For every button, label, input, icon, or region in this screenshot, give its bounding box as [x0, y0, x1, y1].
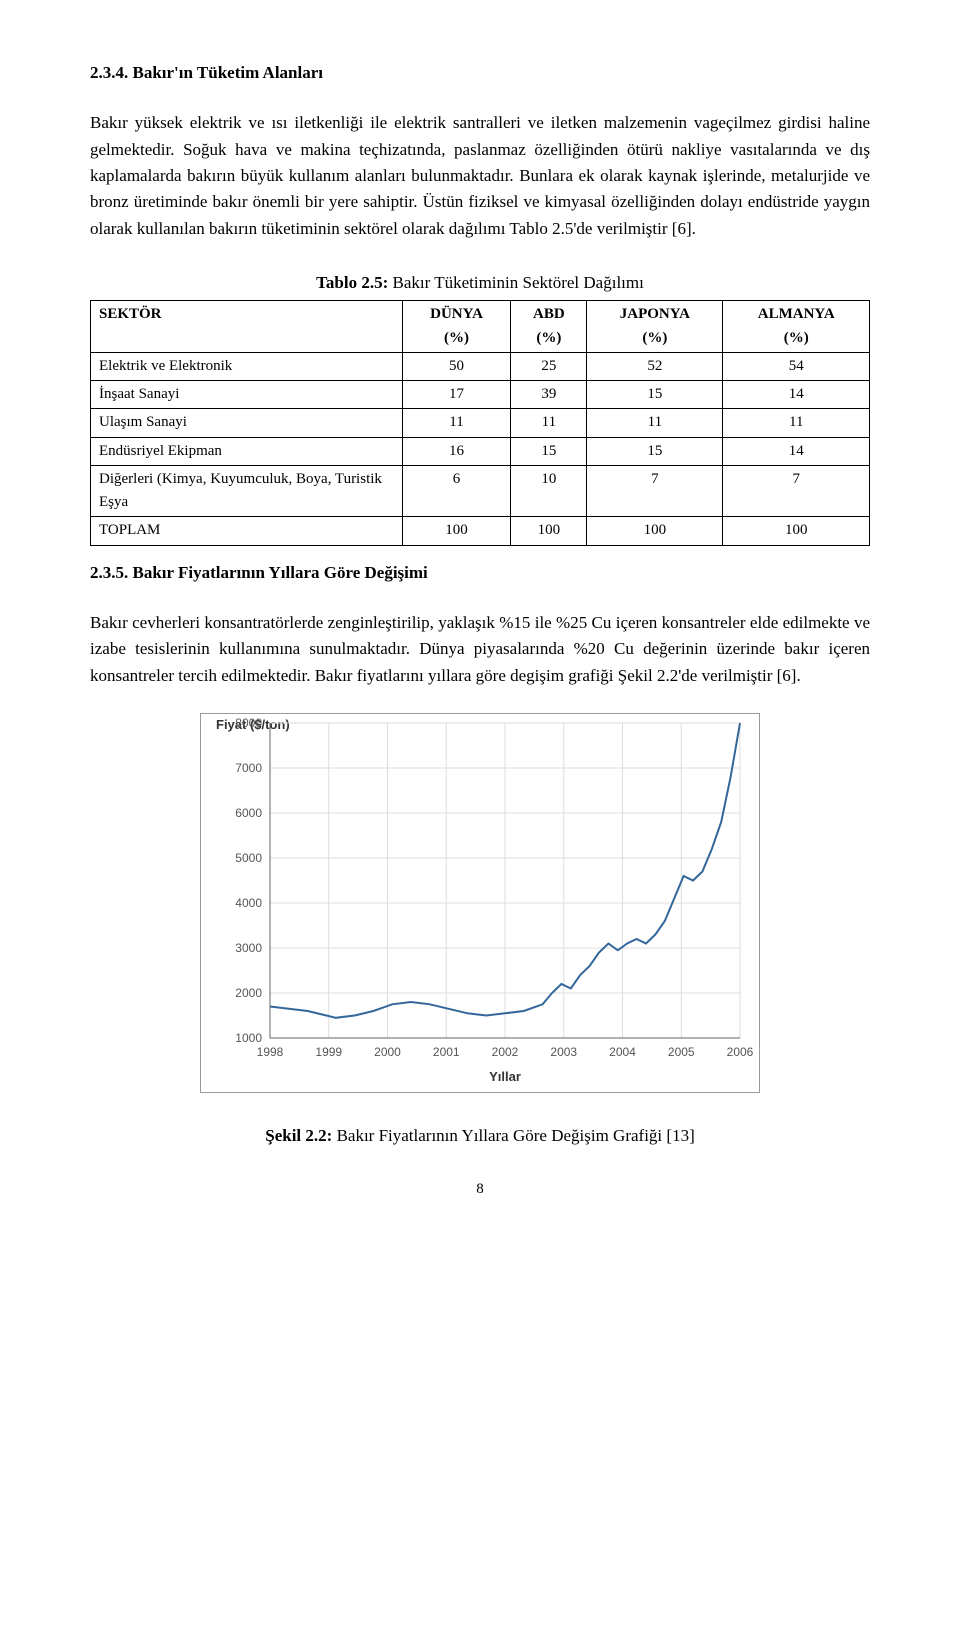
- value-cell: 11: [402, 409, 511, 437]
- svg-text:2002: 2002: [492, 1045, 519, 1059]
- table-25-caption: Tablo 2.5: Bakır Tüketiminin Sektörel Da…: [90, 270, 870, 296]
- value-cell: 6: [402, 465, 511, 517]
- value-cell: 15: [587, 437, 723, 465]
- svg-text:2005: 2005: [668, 1045, 695, 1059]
- value-cell: 25: [511, 352, 587, 380]
- sector-cell: Diğerleri (Kimya, Kuyumculuk, Boya, Turi…: [91, 465, 403, 517]
- svg-text:7000: 7000: [235, 761, 262, 775]
- figure-22-caption-text: Bakır Fiyatlarının Yıllara Göre Değişim …: [332, 1126, 694, 1145]
- svg-text:2001: 2001: [433, 1045, 460, 1059]
- col-japan: JAPONYA (%): [587, 301, 723, 353]
- svg-text:1000: 1000: [235, 1031, 262, 1045]
- col-sector: SEKTÖR: [91, 301, 403, 353]
- sector-cell: İnşaat Sanayi: [91, 381, 403, 409]
- value-cell: 11: [587, 409, 723, 437]
- page-number: 8: [90, 1178, 870, 1201]
- svg-text:2000: 2000: [235, 986, 262, 1000]
- svg-text:5000: 5000: [235, 851, 262, 865]
- section-235-paragraph: Bakır cevherleri konsantratörlerde zengi…: [90, 610, 870, 689]
- value-cell: 14: [723, 437, 870, 465]
- price-chart: Fiyat ($/ton)100020003000400050006000700…: [200, 713, 760, 1093]
- col-world: DÜNYA (%): [402, 301, 511, 353]
- svg-text:6000: 6000: [235, 806, 262, 820]
- value-cell: 100: [587, 517, 723, 545]
- table-row: İnşaat Sanayi17391514: [91, 381, 870, 409]
- figure-22-caption-label: Şekil 2.2:: [265, 1126, 332, 1145]
- figure-22-caption: Şekil 2.2: Bakır Fiyatlarının Yıllara Gö…: [90, 1123, 870, 1149]
- svg-text:Yıllar: Yıllar: [489, 1069, 521, 1084]
- svg-text:2000: 2000: [374, 1045, 401, 1059]
- value-cell: 11: [723, 409, 870, 437]
- value-cell: 15: [587, 381, 723, 409]
- svg-text:1999: 1999: [315, 1045, 342, 1059]
- sector-cell: Elektrik ve Elektronik: [91, 352, 403, 380]
- value-cell: 14: [723, 381, 870, 409]
- table-row: TOPLAM100100100100: [91, 517, 870, 545]
- value-cell: 100: [511, 517, 587, 545]
- table-header-row: SEKTÖR DÜNYA (%) ABD (%) JAPONYA (%) ALM…: [91, 301, 870, 353]
- sector-cell: TOPLAM: [91, 517, 403, 545]
- section-235-heading: 2.3.5. Bakır Fiyatlarının Yıllara Göre D…: [90, 560, 870, 586]
- section-234-paragraph: Bakır yüksek elektrik ve ısı iletkenliği…: [90, 110, 870, 242]
- col-usa: ABD (%): [511, 301, 587, 353]
- table-row: Elektrik ve Elektronik50255254: [91, 352, 870, 380]
- value-cell: 17: [402, 381, 511, 409]
- table-25: SEKTÖR DÜNYA (%) ABD (%) JAPONYA (%) ALM…: [90, 300, 870, 545]
- value-cell: 7: [723, 465, 870, 517]
- table-row: Diğerleri (Kimya, Kuyumculuk, Boya, Turi…: [91, 465, 870, 517]
- value-cell: 11: [511, 409, 587, 437]
- value-cell: 39: [511, 381, 587, 409]
- value-cell: 100: [723, 517, 870, 545]
- table-25-caption-label: Tablo 2.5:: [316, 273, 388, 292]
- table-25-caption-text: Bakır Tüketiminin Sektörel Dağılımı: [388, 273, 644, 292]
- section-234-heading: 2.3.4. Bakır'ın Tüketim Alanları: [90, 60, 870, 86]
- col-germany: ALMANYA (%): [723, 301, 870, 353]
- value-cell: 15: [511, 437, 587, 465]
- svg-text:4000: 4000: [235, 896, 262, 910]
- svg-text:2003: 2003: [550, 1045, 577, 1059]
- sector-cell: Ulaşım Sanayi: [91, 409, 403, 437]
- value-cell: 10: [511, 465, 587, 517]
- value-cell: 7: [587, 465, 723, 517]
- table-row: Ulaşım Sanayi11111111: [91, 409, 870, 437]
- value-cell: 54: [723, 352, 870, 380]
- table-row: Endüsriyel Ekipman16151514: [91, 437, 870, 465]
- sector-cell: Endüsriyel Ekipman: [91, 437, 403, 465]
- svg-text:8000: 8000: [235, 716, 262, 730]
- svg-text:1998: 1998: [257, 1045, 284, 1059]
- figure-22: Fiyat ($/ton)100020003000400050006000700…: [90, 713, 870, 1101]
- svg-text:3000: 3000: [235, 941, 262, 955]
- value-cell: 100: [402, 517, 511, 545]
- value-cell: 52: [587, 352, 723, 380]
- svg-text:2004: 2004: [609, 1045, 636, 1059]
- svg-text:2006: 2006: [727, 1045, 754, 1059]
- value-cell: 16: [402, 437, 511, 465]
- value-cell: 50: [402, 352, 511, 380]
